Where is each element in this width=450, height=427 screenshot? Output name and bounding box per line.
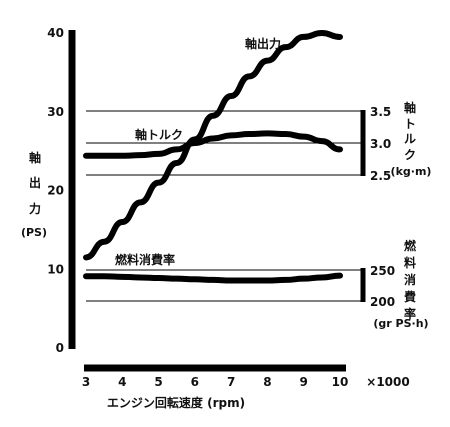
y-left-tick-label: 10 [47, 262, 64, 276]
x-tick-label: 9 [300, 375, 308, 389]
y-right-fuel-label-char: 燃 [404, 238, 417, 253]
y-left-tick-label: 40 [47, 26, 64, 40]
y-left-tick-label: 0 [56, 341, 64, 355]
power-line [83, 30, 343, 261]
x-axis-multiplier: ×1000 [366, 375, 409, 389]
y-right-fuel-tick-label: 250 [370, 264, 395, 278]
y-right-torque-label-char: ク [404, 148, 416, 162]
y-right-fuel-label-char: 消 [404, 272, 416, 287]
x-axis-label: エンジン回転速度 (rpm) [107, 395, 245, 410]
y-right-torque-unit: (kg·m) [391, 165, 432, 178]
y-right-fuel-label-char: 費 [404, 289, 416, 304]
fuel-consumption-line [83, 272, 343, 284]
series-label: 軸トルク [135, 127, 183, 142]
y-right-fuel-label-char: 料 [404, 255, 416, 270]
y-left-tick-label: 20 [47, 184, 64, 198]
y-right-torque-label-char: 軸 [404, 100, 416, 115]
y-right-fuel-tick-label: 200 [370, 295, 395, 309]
x-tick-label: 7 [227, 375, 235, 389]
series-label: 燃料消費率 [115, 252, 175, 267]
x-tick-label: 8 [263, 375, 271, 389]
y-left-label-char: 出 [29, 175, 41, 190]
x-tick-label: 5 [154, 375, 162, 389]
y-left-tick-label: 30 [47, 105, 64, 119]
labels-group: 0 10 20 30 40 2.5 3.0 3.5 200 250 3 4 5 6 7 8 9 10 ×1000 エン… [21, 26, 431, 410]
torque-line [83, 130, 343, 159]
x-tick-label: 4 [118, 375, 126, 389]
y-left-label-char: 力 [29, 201, 41, 216]
y-right-torque-label-char: ト [404, 117, 416, 131]
y-left-label-char: 軸 [29, 150, 41, 165]
y-right-fuel-unit: (gr PS·h) [373, 317, 428, 330]
x-tick-label: 6 [191, 375, 199, 389]
series-label: 軸出力 [245, 36, 281, 51]
axes-group [68, 30, 366, 372]
x-tick-label: 3 [82, 375, 90, 389]
y-right-torque-label-char: ル [404, 132, 416, 146]
y-right-torque-tick-label: 2.5 [370, 169, 391, 183]
x-tick-label: 10 [332, 375, 349, 389]
y-right-torque-tick-label: 3.0 [370, 137, 391, 151]
series-group [83, 30, 343, 284]
y-right-torque-tick-label: 3.5 [370, 105, 391, 119]
y-right-fuel-label-char: 率 [404, 306, 416, 321]
y-left-unit: (PS) [21, 226, 47, 239]
